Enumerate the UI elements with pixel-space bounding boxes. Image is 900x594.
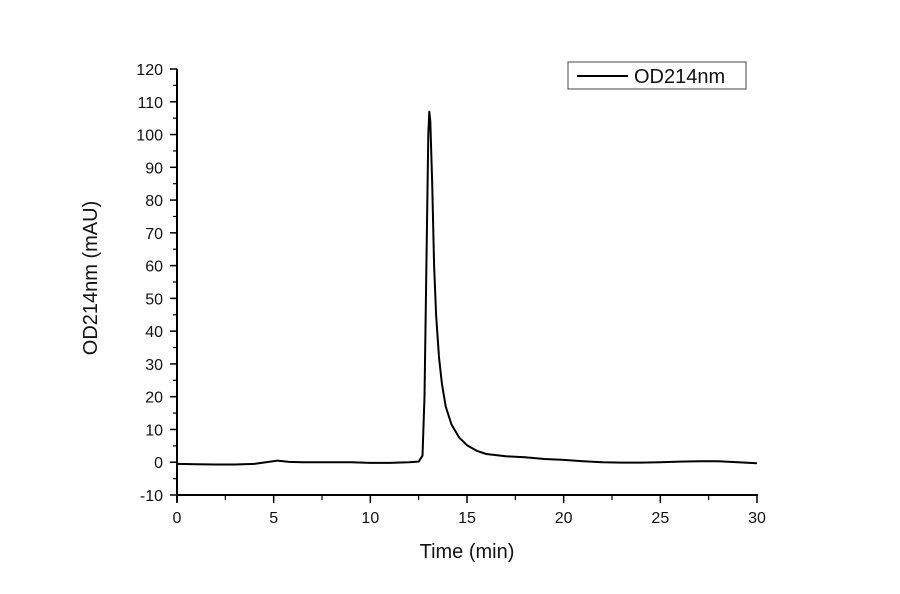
x-tick-label: 0 (173, 510, 182, 527)
x-tick-label: 30 (748, 510, 766, 527)
y-axis-title: OD214nm (mAU) (80, 201, 102, 355)
y-tick-label: 80 (145, 193, 163, 210)
x-axis: 0 5 10 15 20 25 30 (173, 494, 766, 527)
x-tick-label: 5 (269, 510, 278, 527)
x-tick-label: 15 (458, 510, 476, 527)
y-tick-label: 90 (145, 160, 163, 177)
y-tick-label: 100 (136, 128, 163, 145)
y-tick-label: 10 (145, 422, 163, 439)
y-tick-label: 0 (154, 455, 163, 472)
legend-box (567, 61, 747, 90)
x-tick-label: 10 (361, 510, 379, 527)
y-tick-label: 50 (145, 291, 163, 308)
od214nm-trace (176, 110, 758, 466)
legend-label: OD214nm (634, 66, 725, 88)
y-tick-label: 40 (145, 324, 163, 341)
y-tick-label: 110 (137, 95, 163, 112)
x-tick-label: 20 (555, 510, 573, 527)
y-tick-label: 120 (136, 62, 163, 79)
y-axis: -10 0 10 20 30 40 50 60 70 80 90 100 110 120 (136, 62, 178, 505)
y-tick-label: 20 (145, 390, 163, 407)
x-axis-title: Time (min) (420, 541, 515, 563)
y-tick-label: 30 (145, 357, 163, 374)
y-tick-label: 60 (145, 259, 163, 276)
legend: OD214nm (567, 61, 747, 90)
y-tick-label: -10 (140, 488, 163, 505)
x-tick-label: 25 (651, 510, 669, 527)
y-tick-label: 70 (145, 226, 163, 243)
